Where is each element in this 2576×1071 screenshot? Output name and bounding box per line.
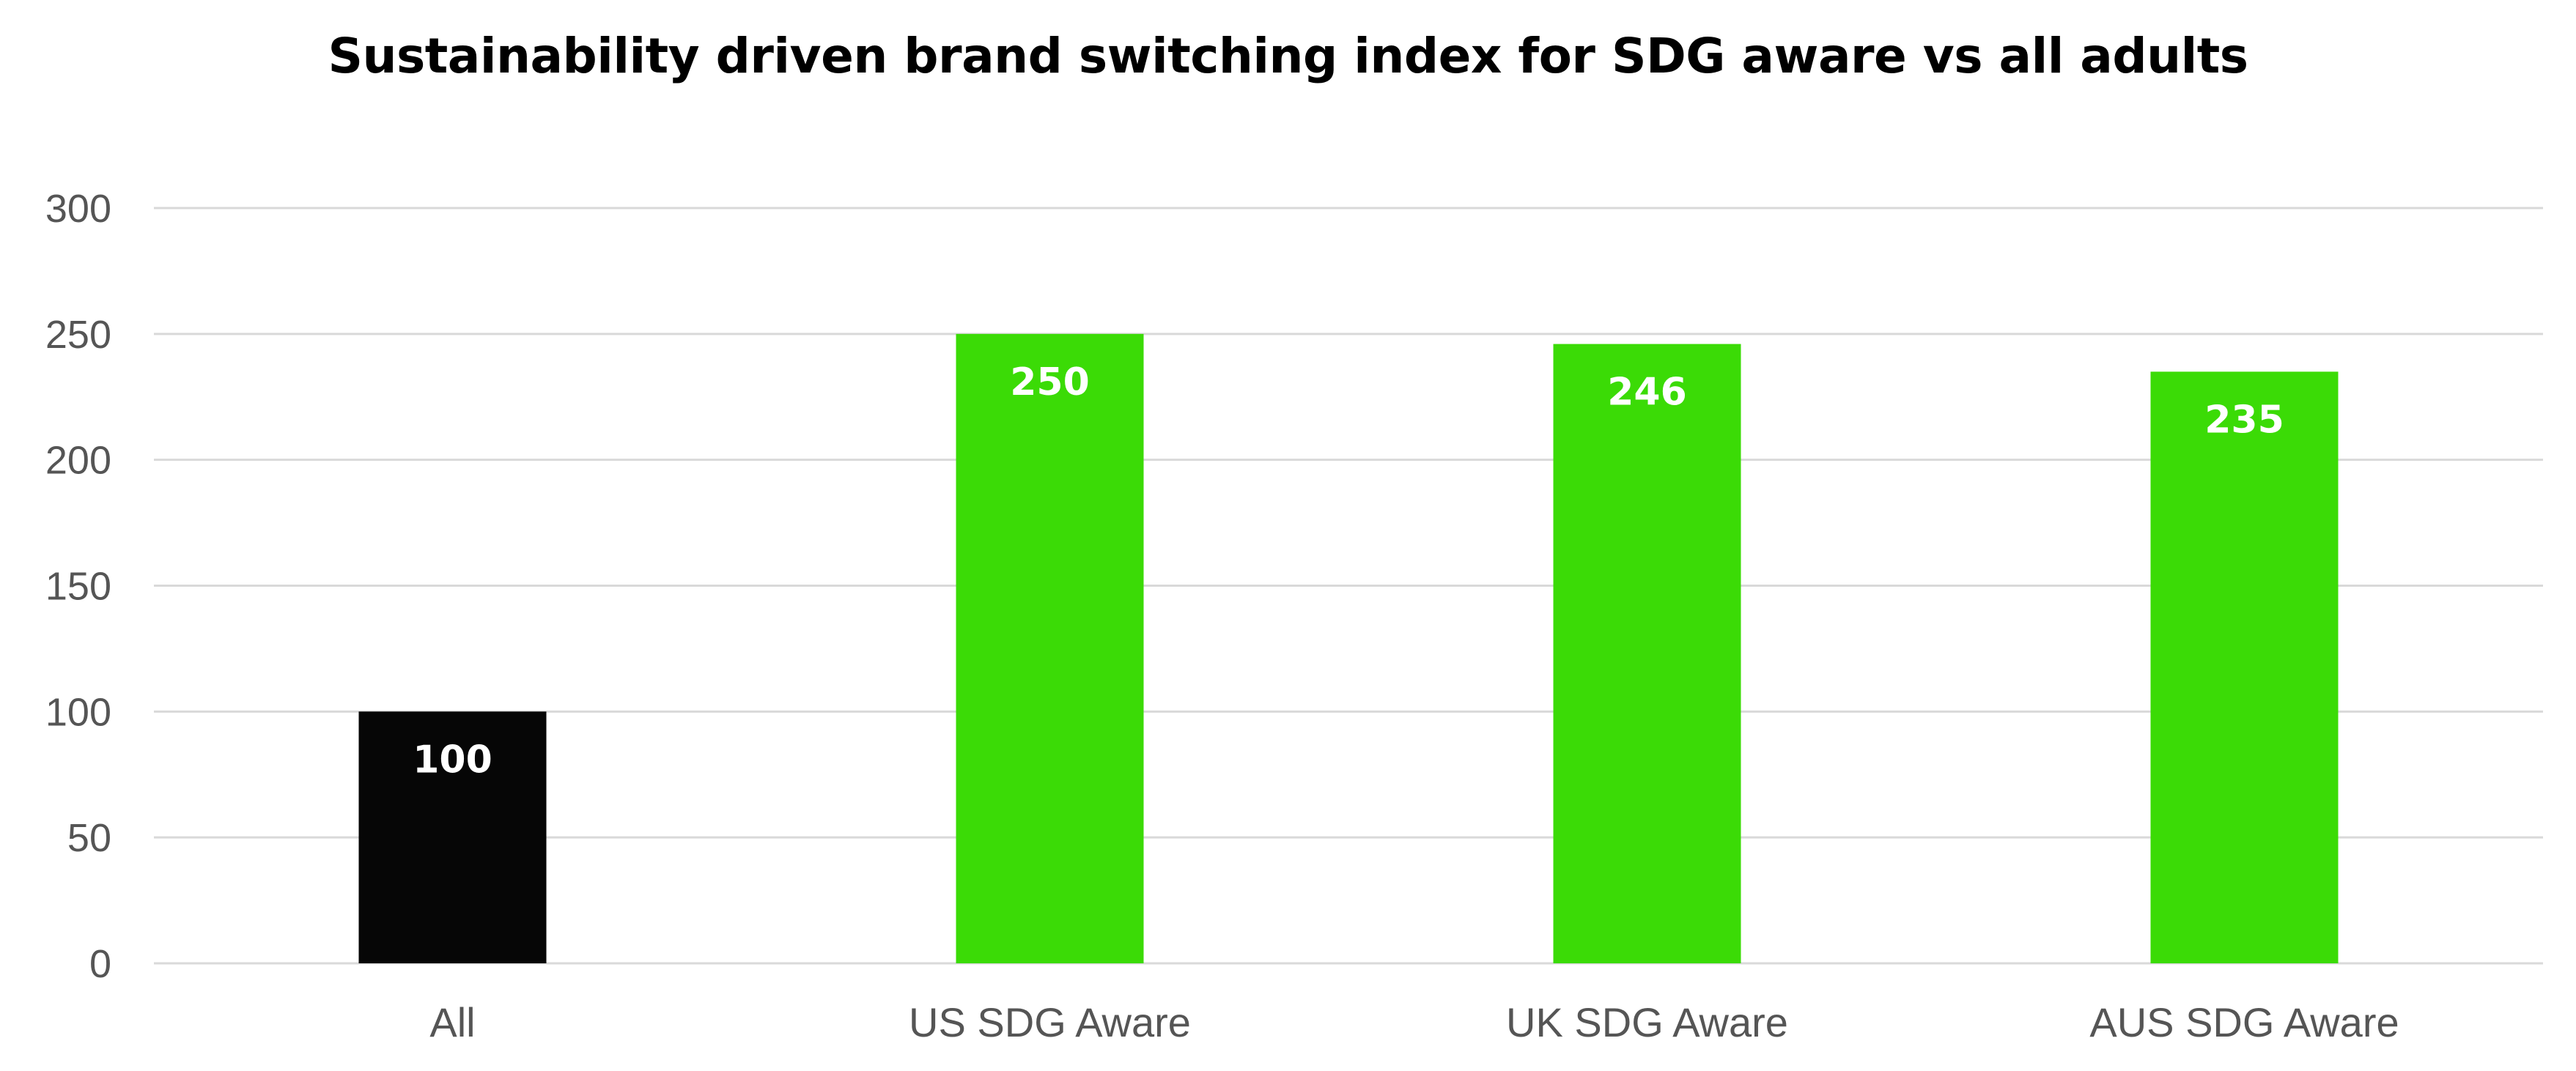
bar-chart: 0 50 100 150 200 250 300 100 250 246 235 All US SD… (0, 0, 2576, 1071)
x-category-label: All (429, 999, 475, 1045)
bar-data-label: 246 (1607, 371, 1687, 415)
y-axis-tick-labels: 0 50 100 150 200 250 300 (45, 187, 111, 986)
x-category-label: UK SDG Aware (1506, 999, 1788, 1045)
y-tick-label: 250 (45, 313, 111, 357)
bar (2151, 371, 2339, 963)
x-axis-category-labels: All US SDG Aware UK SDG Aware AUS SDG Aware (429, 999, 2399, 1045)
y-tick-label: 200 (45, 439, 111, 483)
y-tick-label: 150 (45, 565, 111, 609)
y-tick-label: 300 (45, 187, 111, 231)
y-tick-label: 50 (67, 816, 111, 860)
bar-data-label: 235 (2204, 398, 2284, 442)
x-category-label: US SDG Aware (909, 999, 1191, 1045)
y-tick-label: 100 (45, 690, 111, 734)
data-labels: 100 250 246 235 (413, 360, 2284, 782)
x-category-label: AUS SDG Aware (2089, 999, 2399, 1045)
y-tick-label: 0 (89, 942, 111, 986)
bar-data-label: 250 (1010, 360, 1090, 404)
bars (359, 334, 2339, 963)
bar (1554, 344, 1741, 963)
bar (956, 334, 1144, 963)
bar-data-label: 100 (413, 738, 492, 782)
